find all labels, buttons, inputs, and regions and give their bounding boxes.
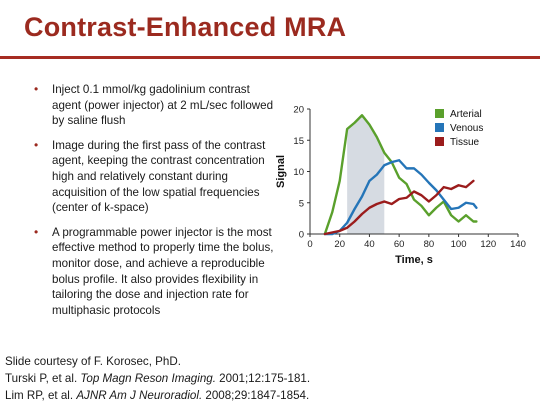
legend-swatch-arterial [435, 109, 444, 118]
title-divider [0, 56, 540, 59]
signal-time-chart: 0 20 40 60 80 100 120 140 0 5 10 15 20 Time, s Signal A… [275, 105, 526, 267]
y-tick-label: 10 [293, 167, 304, 178]
x-tick-label: 140 [510, 239, 526, 250]
bullet-dot-icon: • [34, 82, 39, 96]
bullet-item: • Inject 0.1 mmol/kg gadolinium contrast… [28, 82, 278, 129]
x-tick-label: 100 [451, 239, 467, 250]
reference-details: 2001;12:175-181. [215, 372, 311, 385]
bullet-text: Image during the first pass of the contr… [52, 138, 266, 215]
series-line-arterial [323, 114, 478, 236]
credit-line: Slide courtesy of F. Korosec, PhD. [5, 355, 181, 368]
bullet-list: • Inject 0.1 mmol/kg gadolinium contrast… [28, 82, 278, 327]
reference-2: Lim RP, et al. AJNR Am J Neuroradiol. 20… [5, 387, 310, 404]
reference-journal: AJNR Am J Neuroradiol. [76, 389, 203, 402]
legend-swatch-venous [435, 123, 444, 132]
reference-journal: Top Magn Reson Imaging. [80, 372, 216, 385]
slide-title: Contrast-Enhanced MRA [24, 12, 347, 42]
legend-label-venous: Venous [450, 123, 483, 134]
y-tick-label: 0 [299, 230, 304, 241]
legend-label-arterial: Arterial [450, 109, 482, 120]
x-tick-label: 40 [364, 239, 375, 250]
credits: Slide courtesy of F. Korosec, PhD. Tursk… [5, 353, 310, 404]
series-line-tissue [323, 179, 475, 236]
acquisition-window [347, 115, 385, 234]
bullet-text: A programmable power injector is the mos… [52, 225, 274, 317]
legend-label-tissue: Tissue [450, 137, 480, 148]
y-tick-label: 5 [299, 198, 304, 209]
reference-1: Turski P, et al. Top Magn Reson Imaging.… [5, 370, 310, 387]
series-line-venous [323, 159, 478, 236]
reference-details: 2008;29:1847-1854. [202, 389, 310, 402]
x-tick-label: 120 [480, 239, 496, 250]
bullet-item: • Image during the first pass of the con… [28, 138, 278, 216]
y-tick-label: 20 [293, 105, 304, 116]
bullet-item: • A programmable power injector is the m… [28, 225, 278, 319]
x-tick-label: 0 [307, 239, 312, 250]
bullet-text: Inject 0.1 mmol/kg gadolinium contrast a… [52, 83, 274, 128]
x-tick-label: 80 [424, 239, 435, 250]
y-tick-label: 15 [293, 136, 304, 147]
bullet-dot-icon: • [34, 137, 39, 152]
reference-authors: Lim RP, et al. [5, 389, 77, 402]
legend-swatch-tissue [435, 137, 444, 146]
x-tick-label: 20 [334, 239, 345, 250]
bullet-dot-icon: • [34, 224, 39, 239]
reference-authors: Turski P, et al. [5, 372, 81, 385]
y-axis-label: Signal [275, 155, 287, 188]
x-tick-label: 60 [394, 239, 405, 250]
x-axis-label: Time, s [395, 254, 433, 266]
